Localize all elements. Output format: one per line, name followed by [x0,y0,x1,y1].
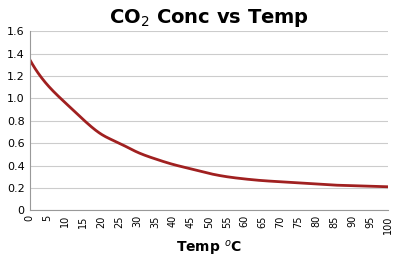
X-axis label: Temp $^o$C: Temp $^o$C [176,239,242,258]
Title: CO$_2$ Conc vs Temp: CO$_2$ Conc vs Temp [109,7,309,29]
